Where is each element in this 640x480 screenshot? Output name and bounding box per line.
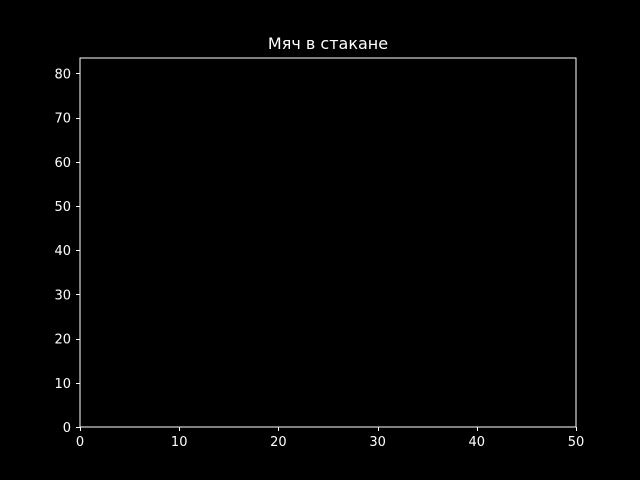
x-tick-label: 10: [171, 435, 188, 450]
x-tick-label: 30: [369, 435, 386, 450]
y-tick-label: 40: [54, 244, 71, 259]
chart-title: Мяч в стакане: [268, 34, 388, 53]
plot-frame: [79, 57, 577, 428]
y-axis: 0 10 20 30 40 50 60 70 80: [54, 67, 80, 436]
y-tick-label: 20: [54, 333, 71, 348]
x-tick-label: 40: [469, 435, 486, 450]
y-tick-label: 0: [63, 421, 71, 436]
x-axis: 0 10 20 30 40 50: [76, 427, 584, 450]
y-tick-label: 70: [54, 112, 71, 127]
x-tick-label: 20: [270, 435, 287, 450]
y-tick-label: 60: [54, 156, 71, 171]
y-tick-label: 30: [54, 288, 71, 303]
y-tick-label: 50: [54, 200, 71, 215]
x-tick-label: 0: [76, 435, 84, 450]
x-tick-label: 50: [568, 435, 585, 450]
y-tick-label: 10: [54, 377, 71, 392]
y-tick-label: 80: [54, 67, 71, 82]
